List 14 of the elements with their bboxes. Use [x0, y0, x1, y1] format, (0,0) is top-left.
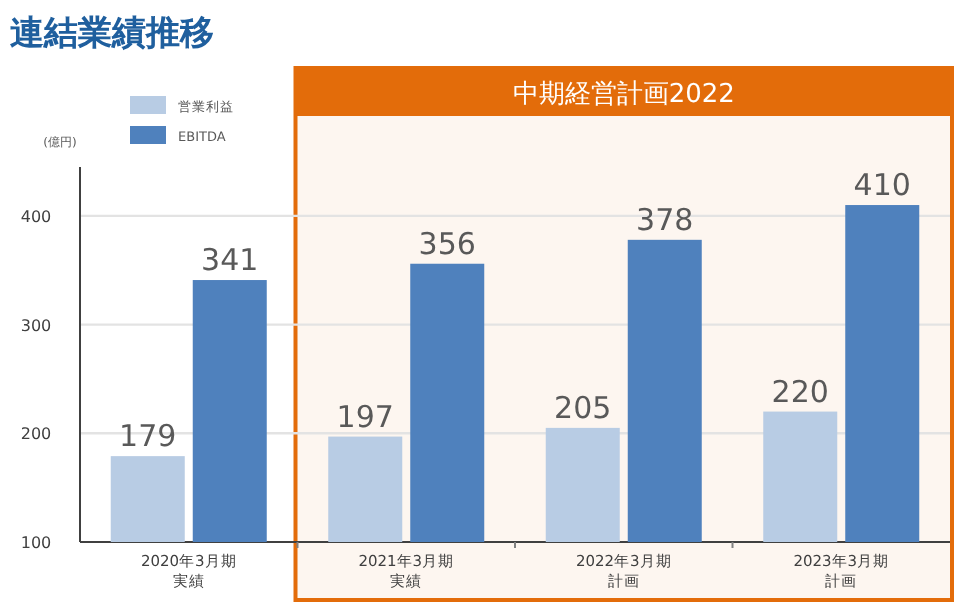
data-label: 378	[636, 201, 694, 238]
y-tick-label: 200	[20, 425, 52, 444]
chart-title: 連結業績推移	[10, 14, 214, 54]
data-label: 197	[336, 398, 394, 435]
band-label: 中期経営計画2022	[512, 80, 735, 110]
data-label: 205	[554, 389, 612, 426]
y-tick-label: 400	[20, 207, 52, 226]
y-tick-label: 300	[20, 316, 52, 335]
y-tick-label: 100	[20, 534, 52, 552]
data-label: 341	[201, 242, 259, 279]
data-label: 220	[771, 373, 829, 410]
data-label: 356	[418, 225, 476, 262]
data-label: 179	[119, 418, 177, 455]
data-label: 410	[853, 167, 911, 204]
